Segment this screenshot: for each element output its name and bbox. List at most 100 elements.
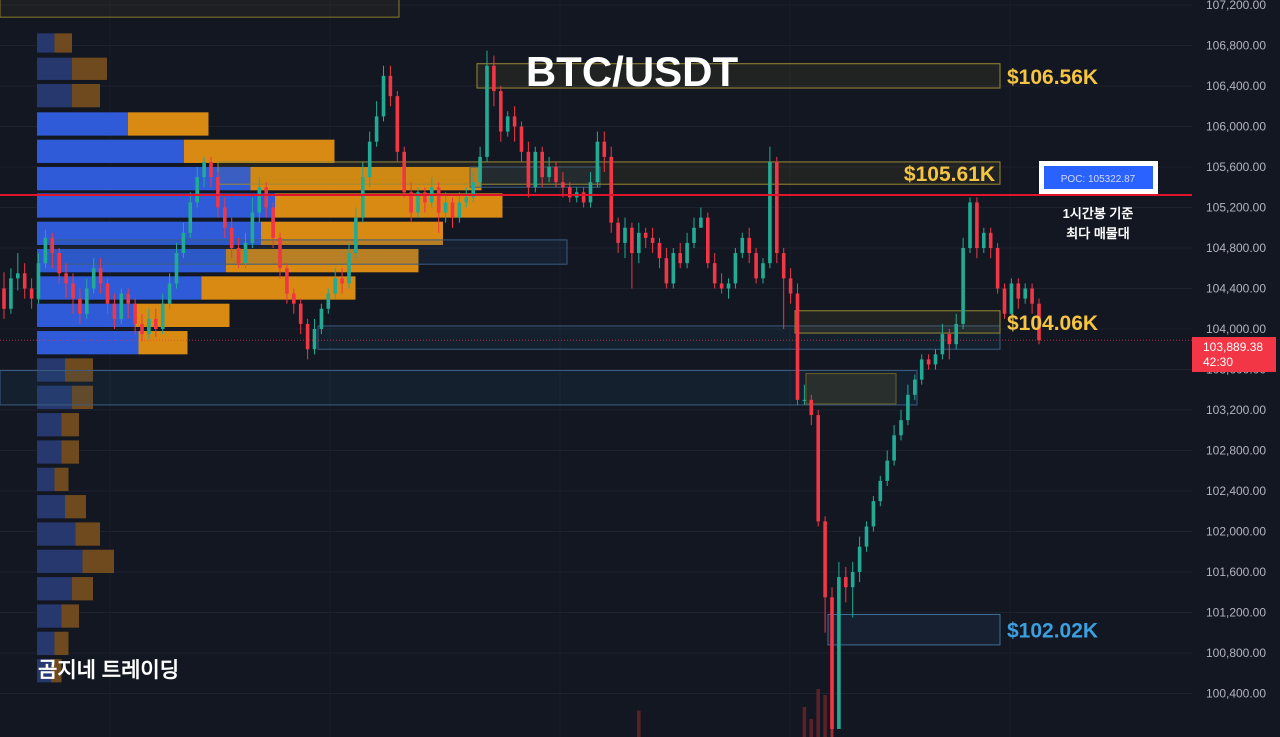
candle-body[interactable] bbox=[602, 141, 607, 157]
candle-body[interactable] bbox=[547, 167, 551, 178]
candle-body[interactable] bbox=[678, 253, 682, 264]
candle-body[interactable] bbox=[1002, 288, 1007, 314]
candle-body[interactable] bbox=[160, 303, 165, 329]
candle-body[interactable] bbox=[623, 227, 627, 243]
candle-body[interactable] bbox=[871, 501, 876, 527]
candle-body[interactable] bbox=[443, 202, 448, 213]
candle-body[interactable] bbox=[140, 323, 144, 335]
candle-body[interactable] bbox=[816, 415, 820, 522]
candle-body[interactable] bbox=[913, 379, 917, 395]
candle-body[interactable] bbox=[278, 237, 282, 269]
candle-body[interactable] bbox=[305, 323, 310, 350]
candle-body[interactable] bbox=[36, 263, 41, 299]
candle-body[interactable] bbox=[374, 116, 379, 142]
candle-body[interactable] bbox=[1009, 283, 1014, 314]
candle-body[interactable] bbox=[692, 227, 696, 243]
candle-body[interactable] bbox=[395, 96, 400, 152]
candle-body[interactable] bbox=[823, 521, 827, 598]
candle-body[interactable] bbox=[540, 151, 544, 178]
candle-body[interactable] bbox=[319, 308, 324, 329]
candle-body[interactable] bbox=[740, 237, 745, 254]
candle-body[interactable] bbox=[885, 460, 889, 481]
candle-body[interactable] bbox=[326, 293, 331, 309]
candle-body[interactable] bbox=[595, 141, 600, 183]
candle-body[interactable] bbox=[119, 293, 124, 319]
candle-body[interactable] bbox=[616, 222, 620, 243]
candle-body[interactable] bbox=[57, 253, 61, 274]
candle-body[interactable] bbox=[91, 268, 96, 289]
candle-body[interactable] bbox=[961, 248, 965, 324]
candle-body[interactable] bbox=[1016, 283, 1021, 299]
candle-body[interactable] bbox=[16, 273, 20, 279]
candle-body[interactable] bbox=[719, 283, 724, 289]
candle-body[interactable] bbox=[568, 187, 572, 198]
candle-body[interactable] bbox=[733, 253, 738, 284]
candle-body[interactable] bbox=[1037, 303, 1041, 341]
candle-body[interactable] bbox=[195, 177, 199, 203]
candle-body[interactable] bbox=[485, 65, 489, 157]
candle-body[interactable] bbox=[802, 399, 807, 401]
candle-body[interactable] bbox=[857, 546, 862, 572]
candle-body[interactable] bbox=[671, 253, 676, 284]
candle-body[interactable] bbox=[954, 323, 958, 345]
candle-body[interactable] bbox=[933, 354, 938, 365]
candles[interactable] bbox=[2, 50, 1041, 737]
candle-body[interactable] bbox=[837, 577, 841, 729]
candle-body[interactable] bbox=[726, 283, 731, 289]
candle-body[interactable] bbox=[43, 237, 48, 264]
candle-body[interactable] bbox=[982, 232, 986, 248]
candle-body[interactable] bbox=[174, 253, 179, 284]
candle-body[interactable] bbox=[147, 318, 151, 335]
candle-body[interactable] bbox=[29, 288, 34, 299]
candle-body[interactable] bbox=[630, 227, 634, 254]
candle-body[interactable] bbox=[98, 268, 103, 284]
candle-body[interactable] bbox=[402, 151, 406, 193]
candle-body[interactable] bbox=[271, 207, 275, 238]
candle-body[interactable] bbox=[906, 394, 910, 421]
candle-body[interactable] bbox=[664, 258, 669, 284]
candle-body[interactable] bbox=[112, 303, 117, 319]
candle-body[interactable] bbox=[947, 334, 952, 345]
candle-body[interactable] bbox=[830, 597, 834, 729]
candle-body[interactable] bbox=[878, 480, 883, 502]
candle-body[interactable] bbox=[899, 420, 903, 436]
candle-body[interactable] bbox=[22, 273, 27, 289]
candle-body[interactable] bbox=[416, 192, 420, 213]
candle-body[interactable] bbox=[264, 187, 268, 208]
candle-body[interactable] bbox=[209, 161, 213, 178]
candle-body[interactable] bbox=[361, 177, 365, 218]
candle-body[interactable] bbox=[864, 526, 869, 547]
candle-body[interactable] bbox=[202, 161, 206, 178]
candle-body[interactable] bbox=[499, 91, 503, 132]
candle-body[interactable] bbox=[747, 237, 751, 254]
candle-body[interactable] bbox=[436, 187, 441, 213]
candle-body[interactable] bbox=[706, 217, 710, 264]
candle-body[interactable] bbox=[968, 202, 972, 248]
candle-body[interactable] bbox=[354, 217, 358, 254]
candle-body[interactable] bbox=[292, 293, 296, 304]
candle-body[interactable] bbox=[333, 278, 337, 294]
candle-body[interactable] bbox=[761, 263, 765, 279]
candle-body[interactable] bbox=[9, 278, 13, 309]
candle-body[interactable] bbox=[533, 151, 538, 188]
candle-body[interactable] bbox=[975, 202, 979, 248]
candle-body[interactable] bbox=[285, 268, 289, 294]
candle-body[interactable] bbox=[450, 202, 455, 218]
candle-body[interactable] bbox=[367, 141, 372, 178]
candle-body[interactable] bbox=[381, 75, 386, 117]
candle-body[interactable] bbox=[892, 435, 896, 461]
candle-body[interactable] bbox=[781, 253, 786, 279]
candle-body[interactable] bbox=[650, 237, 655, 243]
candle-body[interactable] bbox=[685, 242, 689, 264]
candle-body[interactable] bbox=[71, 283, 75, 299]
candle-body[interactable] bbox=[471, 182, 475, 198]
candle-body[interactable] bbox=[126, 293, 130, 304]
candle-body[interactable] bbox=[581, 192, 586, 203]
candle-body[interactable] bbox=[637, 232, 641, 254]
candle-body[interactable] bbox=[1030, 288, 1034, 304]
candle-body[interactable] bbox=[526, 151, 531, 188]
candle-body[interactable] bbox=[257, 187, 262, 213]
candle-body[interactable] bbox=[512, 116, 517, 127]
candle-body[interactable] bbox=[850, 572, 855, 588]
candle-body[interactable] bbox=[768, 161, 772, 264]
